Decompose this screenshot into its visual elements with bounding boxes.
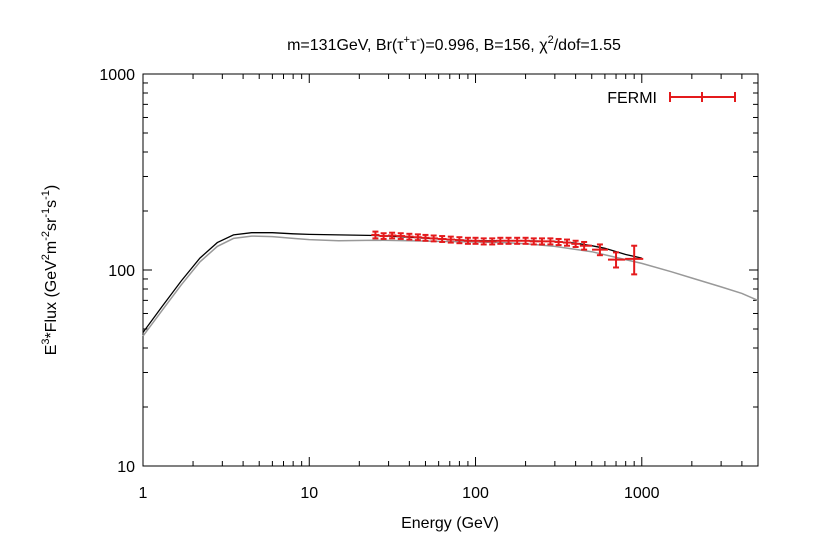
fermi-point	[413, 233, 422, 242]
fermi-point	[396, 232, 406, 240]
x-tick-label: 10	[300, 485, 318, 502]
y-axis-label: E3*Flux (GeV2m-2sr-1s-1)	[40, 185, 60, 356]
fermi-point	[379, 232, 388, 240]
fermi-point	[579, 240, 593, 251]
fermi-point	[463, 236, 472, 245]
legend-sample	[669, 92, 736, 102]
fermi-point	[446, 235, 456, 244]
x-axis-label: Energy (GeV)	[401, 515, 499, 532]
fermi-point	[512, 236, 522, 245]
fermi-point	[607, 251, 626, 269]
fermi-point	[405, 232, 414, 241]
x-tick-label: 1	[139, 485, 148, 502]
fermi-point	[437, 235, 447, 243]
fermi-point	[387, 231, 397, 240]
fermi-point	[562, 238, 572, 247]
fermi-point	[471, 236, 480, 245]
fermi-point	[571, 239, 580, 249]
fermi-point	[592, 243, 608, 257]
fermi-point	[496, 236, 505, 245]
legend: FERMI	[607, 90, 736, 107]
fermi-point	[546, 237, 555, 246]
axis-ticks	[142, 74, 759, 467]
fermi-point	[625, 244, 644, 276]
fermi-points	[371, 230, 644, 276]
fermi-point	[504, 236, 513, 245]
fermi-point	[429, 234, 438, 243]
x-tick-labels: 1 10 100 1000	[139, 485, 660, 502]
fermi-point	[455, 236, 464, 245]
fermi-point	[529, 237, 538, 246]
series-lines	[142, 232, 759, 337]
y-tick-label: 10	[117, 459, 135, 476]
y-tick-labels: 10 100 1000	[99, 67, 135, 476]
y-tick-label: 1000	[99, 67, 135, 84]
fermi-point	[479, 237, 488, 246]
fermi-point	[521, 236, 530, 245]
y-tick-label: 100	[108, 263, 135, 280]
fermi-point	[554, 237, 563, 247]
x-tick-label: 100	[462, 485, 489, 502]
chart-title: m=131GeV, Br(τ+τ-)=0.996, B=156, χ2/dof=…	[287, 34, 621, 54]
fermi-point	[537, 237, 547, 246]
background-line	[142, 235, 759, 337]
fermi-point	[487, 237, 497, 246]
fermi-point	[421, 233, 430, 242]
legend-label: FERMI	[607, 90, 657, 107]
x-tick-label: 1000	[624, 485, 660, 502]
fermi-point	[371, 230, 380, 240]
